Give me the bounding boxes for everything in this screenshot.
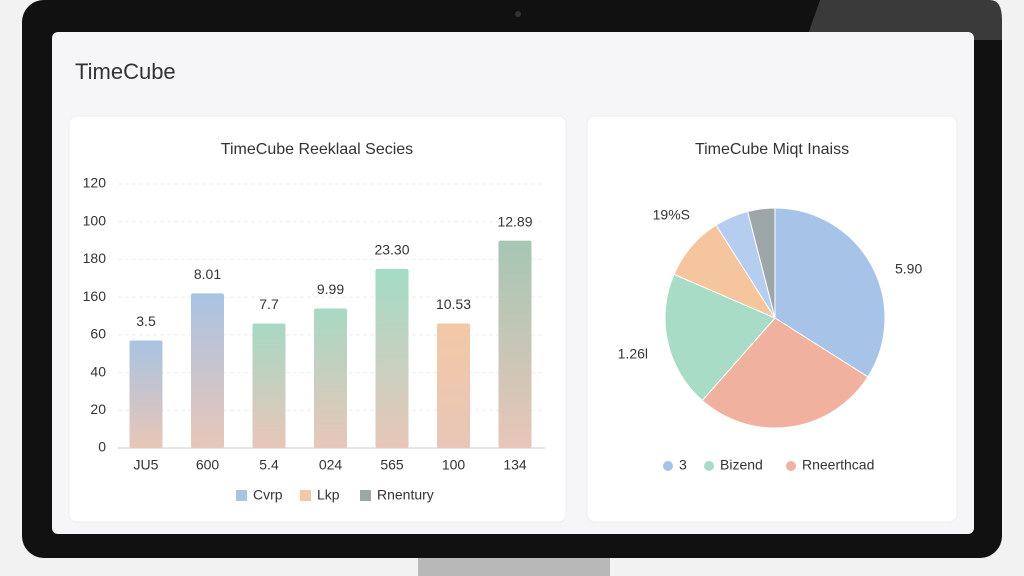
- bar: [129, 340, 163, 448]
- x-tick-label: 5.4: [259, 457, 279, 473]
- bar: [437, 323, 470, 448]
- y-tick-label: 180: [83, 250, 107, 266]
- legend-swatch: [663, 461, 673, 471]
- pie-annotation: 19%S: [653, 207, 690, 223]
- legend-label: Lkp: [317, 487, 340, 503]
- legend-swatch: [236, 490, 247, 501]
- chart-title: TimeCube Reeklaal Secies: [221, 141, 413, 158]
- bezel-reflection: [806, 0, 1002, 40]
- bar-annotation: 8.01: [194, 266, 221, 282]
- bar-annotation: 9.99: [317, 281, 344, 297]
- legend-label: Cvrp: [253, 487, 283, 503]
- pie-slice: [747, 207, 776, 319]
- bar-annotation: 10.53: [436, 296, 471, 312]
- chart-title: TimeCube Miqt Inaiss: [695, 141, 849, 158]
- pie-annotation: 5.90: [895, 261, 922, 277]
- y-tick-label: 0: [98, 439, 106, 455]
- legend-label: 3: [679, 457, 687, 473]
- legend-label: Rneerthcad: [802, 457, 874, 473]
- y-tick-label: 100: [83, 212, 107, 228]
- camera: [515, 11, 521, 17]
- bar: [375, 268, 409, 448]
- x-tick-label: JU5: [134, 457, 159, 473]
- bar-annotation: 7.7: [259, 296, 279, 312]
- y-tick-label: 20: [90, 401, 106, 417]
- x-tick-label: 100: [442, 457, 466, 473]
- bar-annotation: 23.30: [374, 242, 409, 258]
- y-tick-label: 120: [83, 175, 107, 191]
- app-title: TimeCube: [75, 59, 176, 84]
- pie-slice: [701, 317, 869, 429]
- legend-swatch: [704, 461, 714, 471]
- legend-label: Rnentury: [377, 487, 434, 503]
- bar: [314, 308, 347, 448]
- bar: [191, 293, 224, 448]
- x-tick-label: 134: [503, 457, 527, 473]
- bar-annotation: 12.89: [497, 213, 532, 229]
- y-tick-label: 60: [90, 326, 106, 342]
- pie-slice: [664, 273, 776, 402]
- legend-swatch: [360, 490, 371, 501]
- x-tick-label: 024: [319, 457, 343, 473]
- bar: [252, 323, 286, 448]
- legend-swatch: [300, 490, 311, 501]
- bar: [498, 240, 532, 448]
- y-tick-label: 40: [90, 363, 106, 379]
- x-tick-label: 600: [196, 457, 220, 473]
- legend-label: Bizend: [720, 457, 763, 473]
- pie-slice: [774, 207, 886, 378]
- pie-annotation: 1.26l: [618, 346, 648, 362]
- y-tick-label: 160: [83, 288, 107, 304]
- legend-swatch: [786, 461, 796, 471]
- bar-annotation: 3.5: [136, 313, 156, 329]
- x-tick-label: 565: [380, 457, 404, 473]
